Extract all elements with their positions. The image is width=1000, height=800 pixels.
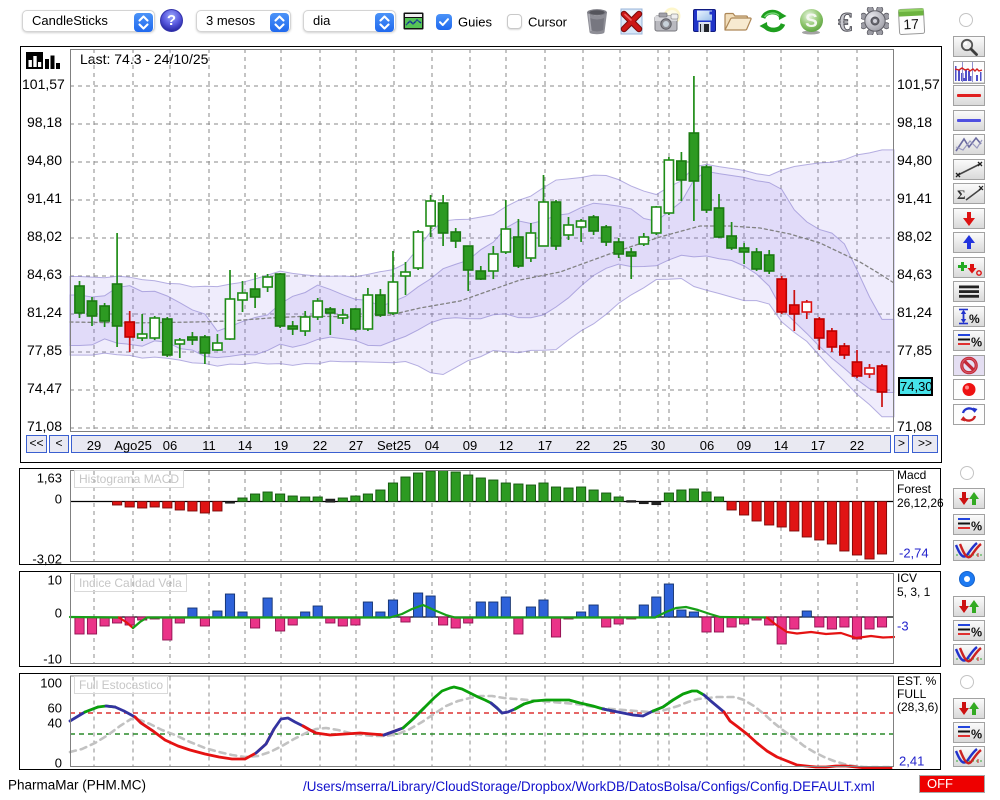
svg-text:S: S: [805, 11, 818, 32]
svg-text:%: %: [971, 728, 982, 742]
svg-text:17: 17: [903, 16, 920, 33]
svg-text:%: %: [971, 626, 982, 640]
svg-text:%: %: [971, 519, 982, 533]
svg-text:%: %: [969, 312, 980, 326]
svg-text:Σ: Σ: [957, 187, 966, 202]
svg-text:%: %: [971, 336, 982, 350]
svg-text:€: €: [838, 8, 852, 35]
